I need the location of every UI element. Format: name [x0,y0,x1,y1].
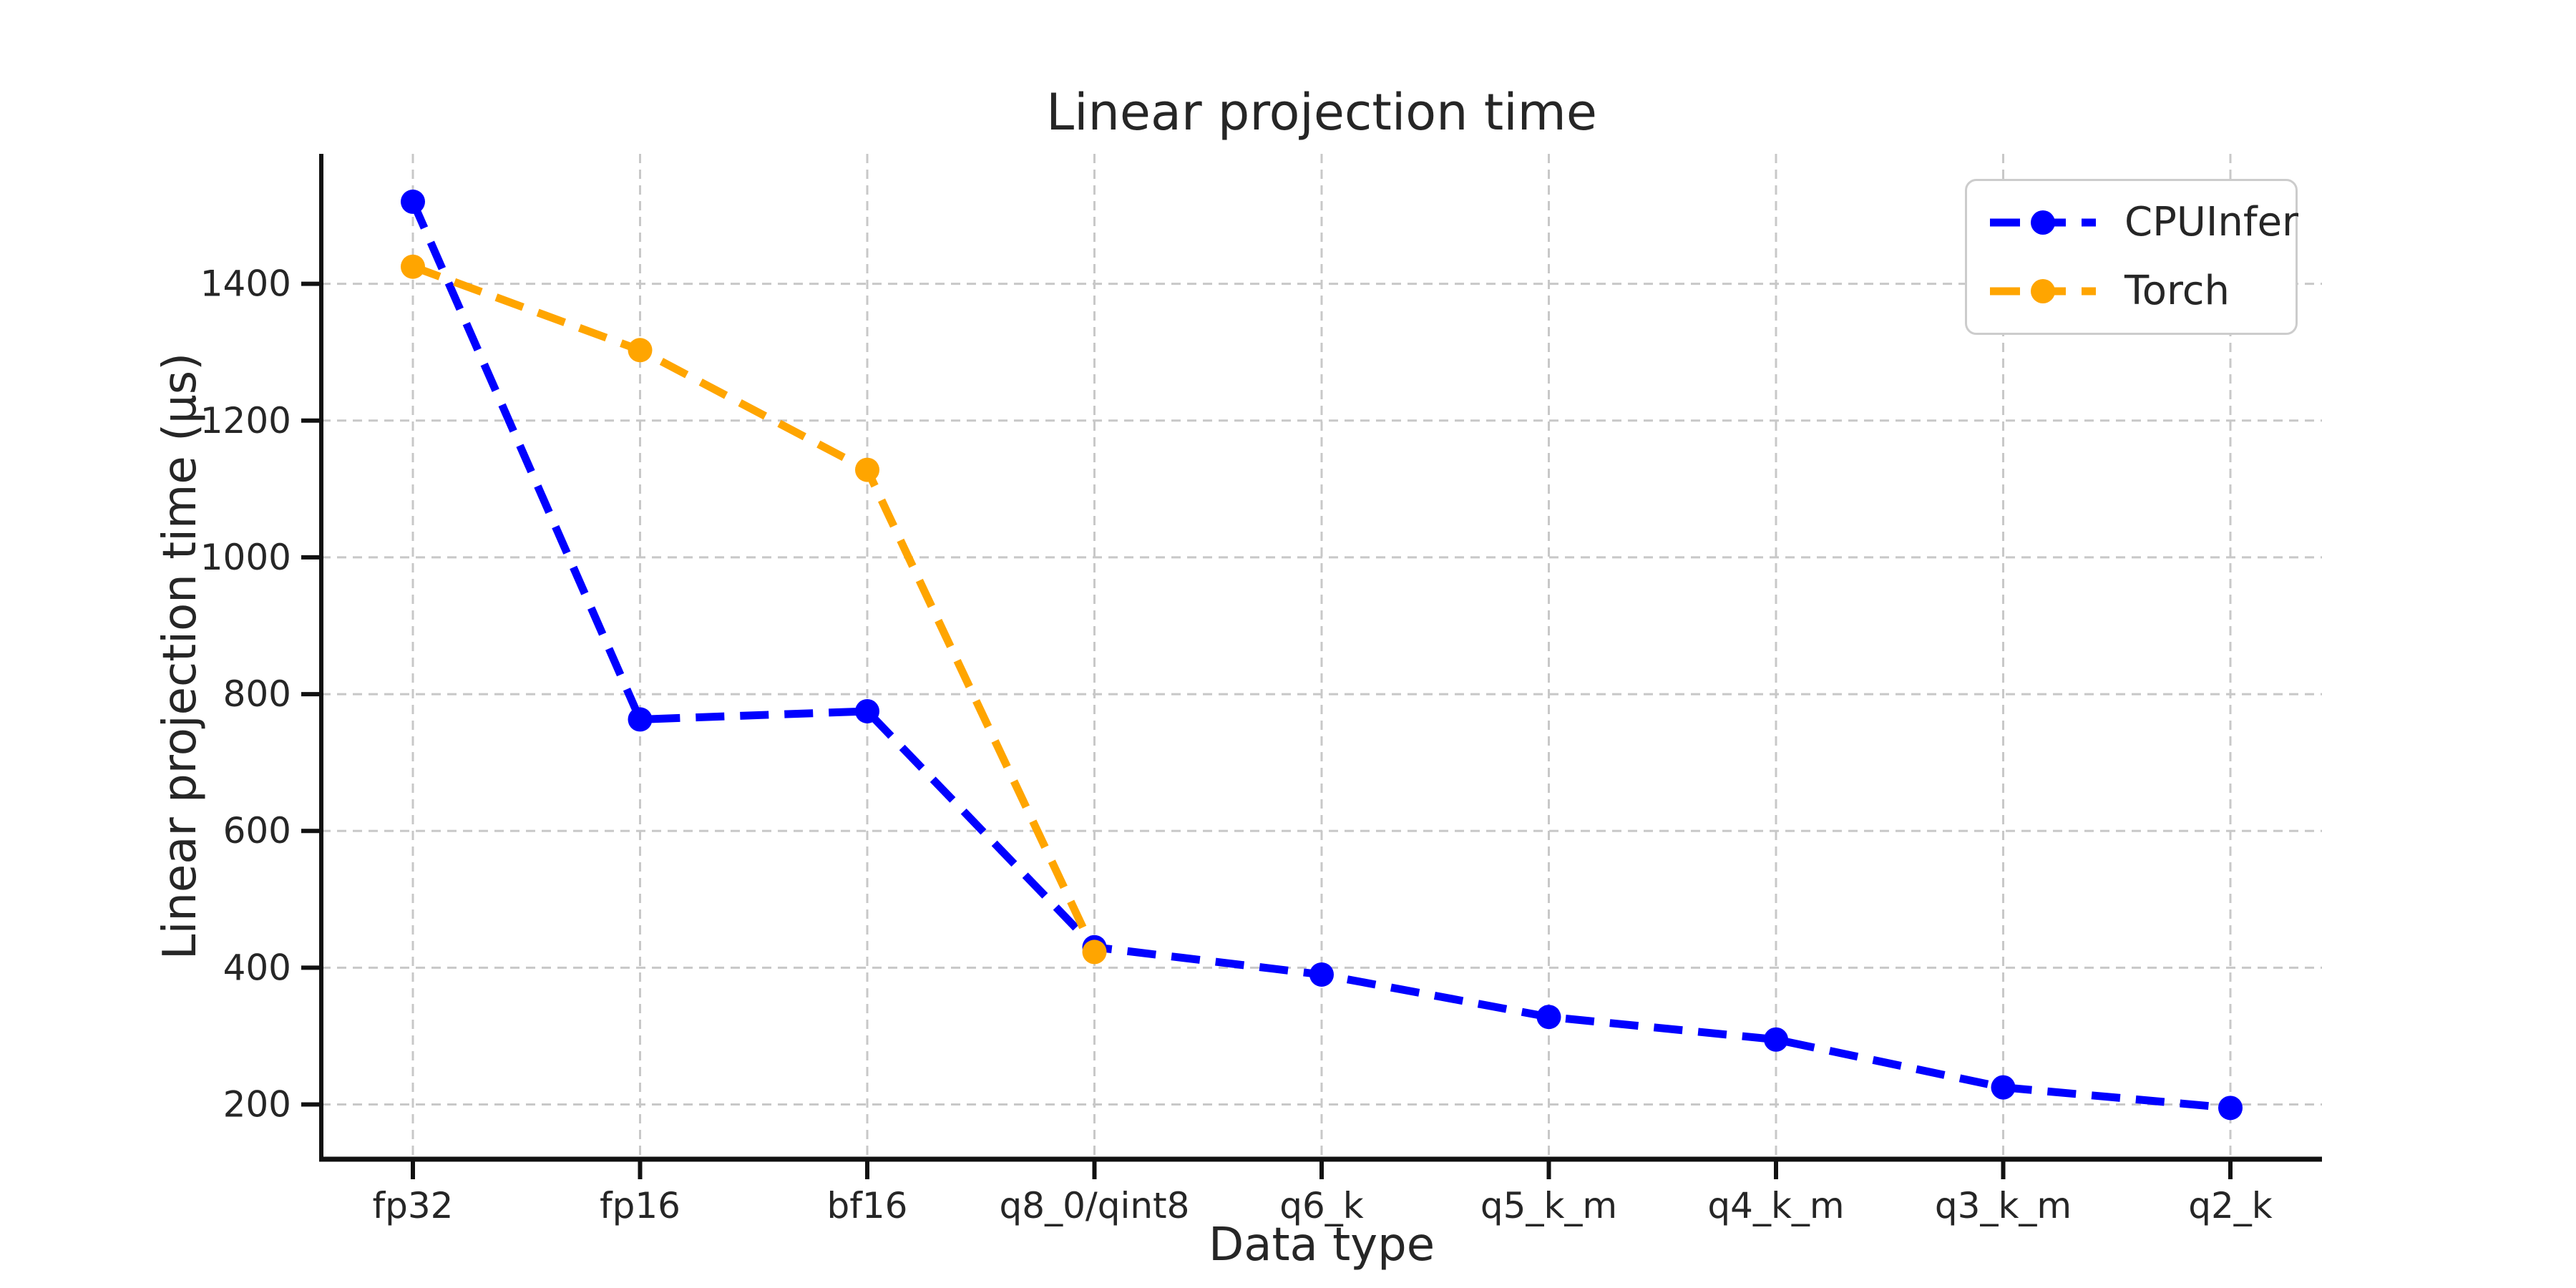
chart-title: Linear projection time [1046,83,1597,142]
legend-row-torch: Torch [1989,271,2274,311]
legend-label-cpuinfer: CPUInfer [2124,199,2299,245]
x-tick-label: q3_k_m [1935,1185,2072,1226]
x-tick-label: q8_0/qint8 [1000,1185,1190,1226]
y-tick-label: 1400 [200,263,291,305]
y-tick-label: 600 [223,810,291,852]
x-tick-label: q5_k_m [1480,1185,1617,1226]
data-point-cpuinfer [401,189,425,214]
y-tick-label: 200 [223,1084,291,1126]
data-point-cpuinfer [1309,962,1334,987]
y-tick-label: 1200 [200,400,291,441]
x-tick-label: fp32 [373,1185,454,1226]
y-tick-label: 400 [223,947,291,988]
y-tick-label: 1000 [200,537,291,578]
legend-line-sample-icon [1990,210,2096,235]
data-point-cpuinfer [1991,1075,2016,1100]
data-point-torch [628,338,653,363]
x-axis-title: Data type [1208,1219,1435,1272]
data-point-cpuinfer [628,707,653,732]
data-point-cpuinfer [1536,1005,1561,1030]
y-tick-label: 800 [223,673,291,715]
legend-label-torch: Torch [2124,268,2230,314]
data-point-torch [1082,940,1107,965]
legend: CPUInfer Torch [1965,179,2298,335]
data-point-cpuinfer [855,698,879,723]
data-point-cpuinfer [2218,1096,2243,1121]
data-point-torch [401,254,425,279]
x-tick-label: bf16 [827,1185,908,1226]
data-point-cpuinfer [1764,1027,1788,1052]
data-point-torch [855,457,879,482]
x-tick-label: fp16 [600,1185,680,1226]
x-tick-label: q2_k [2188,1185,2273,1226]
series-line-torch [411,263,1098,954]
x-tick-label: q6_k [1279,1185,1364,1226]
legend-row-cpuinfer: CPUInfer [1989,203,2298,243]
y-axis-title: Linear projection time (μs) [154,352,207,960]
legend-line-sample-icon [1990,279,2096,303]
x-tick-label: q4_k_m [1707,1185,1844,1226]
